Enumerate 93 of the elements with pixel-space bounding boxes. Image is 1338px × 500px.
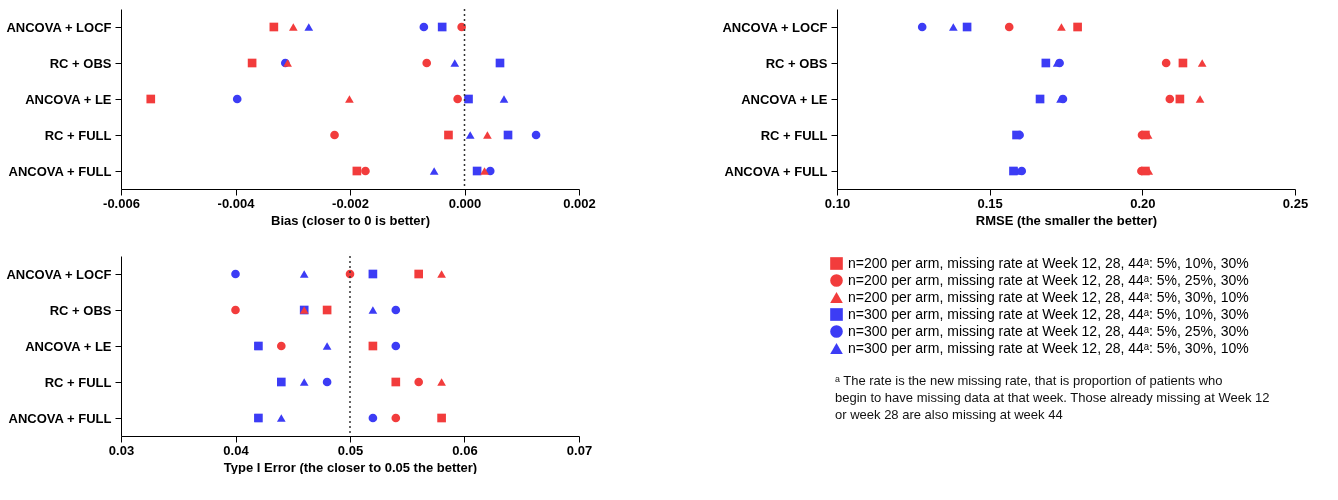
y-tick-label: ANCOVA + LOCF — [6, 266, 112, 282]
point — [949, 23, 958, 31]
y-tick-label: ANCOVA + LE — [25, 91, 112, 107]
x-tick-label: -0.006 — [103, 195, 140, 211]
x-tick-label: -0.002 — [332, 195, 369, 211]
legend-label: n=200 per arm, missing rate at Week 12, 28, 44ᵃ: 5%, 10%, 30% — [848, 254, 1249, 271]
legend-label: n=300 per arm, missing rate at Week 12, 28, 44ᵃ: 5%, 30%, 10% — [848, 339, 1249, 356]
y-tick-label: RC + FULL — [44, 374, 112, 390]
y-tick-label: RC + OBS — [765, 55, 828, 71]
point — [368, 413, 378, 423]
point — [391, 341, 401, 351]
x-tick-label: 0.25 — [1282, 195, 1309, 211]
x-tick-label: 0.07 — [566, 442, 593, 458]
point — [422, 58, 432, 68]
point — [276, 341, 286, 351]
point — [231, 269, 240, 279]
legend-label: n=300 per arm, missing rate at Week 12, 28, 44ᵃ: 5%, 10%, 30% — [848, 305, 1249, 322]
point — [361, 166, 370, 176]
point — [457, 22, 466, 32]
point — [437, 378, 446, 386]
point — [1141, 166, 1150, 176]
point — [288, 23, 298, 31]
x-tick-label: 0.05 — [337, 442, 364, 458]
point — [917, 22, 927, 32]
point — [391, 413, 401, 423]
point — [391, 305, 401, 315]
y-tick-label: RC + OBS — [49, 55, 112, 71]
y-tick-label: ANCOVA + LE — [741, 91, 828, 107]
y-tick-label: ANCOVA + FULL — [724, 163, 828, 179]
point — [254, 341, 263, 351]
x-tick-label: 0.002 — [563, 195, 596, 211]
point — [368, 306, 378, 314]
point — [1009, 166, 1018, 176]
x-tick-label: 0.04 — [223, 442, 250, 458]
x-tick-label: 0.000 — [448, 195, 482, 211]
y-tick-label: ANCOVA + FULL — [8, 410, 112, 426]
point — [1004, 22, 1014, 32]
point — [437, 270, 446, 278]
point — [419, 22, 429, 32]
point — [437, 413, 446, 423]
y-tick-label: RC + FULL — [760, 127, 828, 143]
point — [465, 131, 475, 139]
legend-label: n=200 per arm, missing rate at Week 12, 28, 44ᵃ: 5%, 30%, 10% — [848, 288, 1249, 305]
point — [276, 377, 286, 387]
point — [322, 377, 332, 387]
point — [391, 377, 401, 387]
point — [480, 167, 489, 175]
point — [146, 94, 156, 104]
x-tick-label: -0.004 — [217, 195, 256, 211]
x-tick-label: 0.20 — [1130, 195, 1156, 211]
point — [1057, 23, 1066, 31]
point — [330, 130, 339, 140]
x-tick-label: 0.06 — [452, 442, 478, 458]
point — [450, 59, 460, 67]
x-tick-label: 0.15 — [977, 195, 1003, 211]
point — [1073, 22, 1082, 32]
text: ᵃ The rate is the new missing rate, that is proportion of patients who begin to have missing data at that week. Those already missing at Week 12 or week 28 are also missing at week 44 — [835, 372, 1270, 422]
point — [483, 131, 492, 139]
point — [299, 378, 309, 386]
x-tick-label: 0.03 — [108, 442, 135, 458]
point — [444, 130, 453, 140]
point — [345, 95, 354, 103]
y-tick-label: RC + OBS — [49, 302, 112, 318]
y-tick-label: ANCOVA + FULL — [8, 163, 112, 179]
point — [231, 305, 240, 315]
point — [453, 94, 462, 104]
point — [1197, 59, 1207, 67]
y-tick-label: RC + FULL — [44, 127, 112, 143]
point — [304, 23, 314, 31]
point — [232, 94, 242, 104]
x-axis-title: Type I Error (the closer to 0.05 the better) — [223, 459, 478, 475]
point — [1017, 166, 1027, 176]
y-tick-label: ANCOVA + LOCF — [722, 19, 828, 35]
y-tick-label: ANCOVA + LOCF — [6, 19, 112, 35]
legend-label: n=300 per arm, missing rate at Week 12, 28, 44ᵃ: 5%, 25%, 30% — [848, 322, 1249, 339]
point — [276, 414, 286, 422]
point — [1161, 58, 1171, 68]
point — [464, 94, 473, 104]
point — [1165, 94, 1175, 104]
point — [414, 269, 424, 279]
point — [322, 342, 332, 350]
point — [1195, 95, 1205, 103]
x-axis-title: Bias (closer to 0 is better) — [271, 212, 430, 228]
point — [299, 270, 309, 278]
y-tick-label: ANCOVA + LE — [25, 338, 112, 354]
point — [429, 167, 439, 175]
point — [499, 95, 509, 103]
point — [437, 22, 447, 32]
x-tick-label: 0.10 — [824, 195, 851, 211]
point — [254, 413, 263, 423]
legend-label: n=200 per arm, missing rate at Week 12, 28, 44ᵃ: 5%, 25%, 30% — [848, 271, 1249, 288]
point — [414, 377, 424, 387]
x-axis-title: RMSE (the smaller the better) — [975, 212, 1158, 228]
